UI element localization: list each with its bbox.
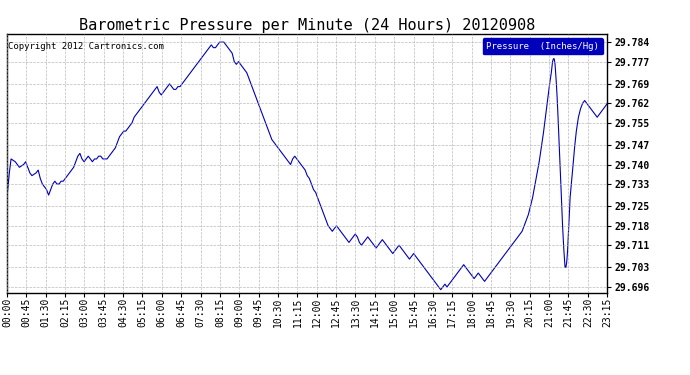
Title: Barometric Pressure per Minute (24 Hours) 20120908: Barometric Pressure per Minute (24 Hours… [79,18,535,33]
Legend: Pressure  (Inches/Hg): Pressure (Inches/Hg) [482,38,602,54]
Text: Copyright 2012 Cartronics.com: Copyright 2012 Cartronics.com [8,42,164,51]
